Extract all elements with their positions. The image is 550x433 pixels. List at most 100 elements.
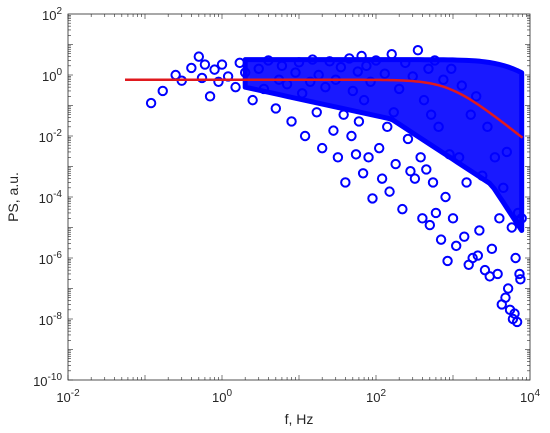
data-point	[498, 182, 509, 194]
data-point	[415, 152, 426, 163]
data-point	[358, 94, 370, 106]
data-point	[425, 109, 437, 120]
data-point	[510, 252, 521, 264]
y-tick-label: 100	[42, 67, 62, 84]
y-tick-label: 10-6	[39, 250, 63, 267]
data-point	[427, 177, 439, 188]
data-point	[344, 53, 355, 64]
data-point	[286, 116, 297, 127]
data-point	[290, 67, 301, 78]
data-point	[442, 255, 453, 267]
data-point	[379, 68, 390, 79]
data-point	[444, 149, 455, 160]
data-point	[193, 51, 205, 62]
data-point	[384, 186, 395, 197]
fit-line-layer	[125, 78, 524, 139]
data-point	[438, 74, 449, 85]
data-point	[209, 64, 220, 75]
data-point	[393, 83, 405, 95]
data-point	[388, 107, 399, 118]
data-point	[516, 213, 527, 224]
data-point	[424, 219, 436, 231]
data-point	[234, 57, 245, 69]
data-point	[263, 55, 274, 66]
data-point	[356, 50, 367, 62]
data-point	[373, 142, 385, 154]
data-point	[276, 60, 288, 72]
data-point	[307, 54, 318, 65]
data-point	[340, 177, 351, 188]
data-point	[338, 109, 349, 120]
data-cloud	[242, 57, 525, 233]
x-axis-label: f, Hz	[285, 411, 314, 427]
data-point	[216, 59, 228, 70]
data-point	[311, 107, 322, 118]
data-point	[506, 222, 517, 233]
data-point	[417, 213, 428, 224]
data-point	[465, 109, 476, 120]
y-tick-label: 10-8	[39, 311, 63, 328]
data-points	[145, 45, 527, 328]
data-point	[324, 56, 335, 67]
data-point	[397, 203, 408, 215]
data-point	[400, 57, 411, 69]
data-point	[489, 152, 501, 163]
data-point	[270, 103, 282, 114]
data-point	[433, 121, 444, 133]
data-point	[390, 158, 401, 170]
data-point	[482, 121, 493, 133]
data-point	[258, 83, 270, 95]
data-point	[186, 62, 197, 74]
data-point	[299, 130, 311, 142]
data-point	[199, 59, 211, 70]
data-point	[421, 164, 432, 175]
data-point	[467, 252, 478, 264]
data-point	[477, 170, 488, 181]
axis-ticks	[67, 14, 530, 381]
data-point	[492, 268, 503, 280]
data-point	[367, 193, 378, 204]
data-point	[418, 94, 430, 106]
data-point	[352, 66, 363, 77]
data-point	[196, 72, 208, 84]
data-point	[430, 207, 442, 219]
y-tick-label: 10-4	[39, 189, 63, 206]
data-point	[435, 234, 447, 245]
data-point	[293, 57, 305, 68]
data-point	[382, 121, 393, 133]
y-axis-label: PS, a.u.	[5, 172, 21, 222]
data-point	[230, 81, 241, 93]
data-point	[514, 268, 525, 280]
data-point	[500, 292, 511, 303]
data-point	[386, 49, 397, 60]
data-point	[447, 213, 459, 224]
data-point	[456, 80, 467, 91]
data-point	[405, 166, 416, 177]
data-point	[305, 76, 316, 87]
y-tick-label: 10-10	[33, 372, 62, 389]
x-tick-label: 104	[520, 388, 540, 405]
data-point	[450, 240, 462, 252]
data-point	[247, 94, 258, 106]
x-tick-label: 100	[212, 388, 232, 405]
point-cloud-band	[242, 57, 525, 233]
tick-labels: 10-2 100 102 104 10-10 10-8 10-6 10-4 10-2 100 102	[33, 6, 540, 405]
data-point	[474, 225, 485, 236]
y-tick-label: 10-2	[39, 128, 63, 145]
data-point	[409, 173, 421, 184]
data-point	[446, 63, 457, 74]
data-point	[365, 76, 376, 87]
data-point	[145, 97, 157, 109]
data-point	[346, 130, 357, 142]
x-tick-label: 102	[366, 388, 386, 405]
data-point	[412, 45, 424, 56]
data-point	[453, 152, 465, 163]
data-point	[459, 231, 470, 242]
data-point	[253, 63, 264, 74]
data-point	[204, 91, 216, 102]
data-point	[361, 60, 372, 72]
data-point	[402, 133, 414, 145]
data-point	[316, 142, 328, 154]
data-point	[502, 283, 514, 294]
